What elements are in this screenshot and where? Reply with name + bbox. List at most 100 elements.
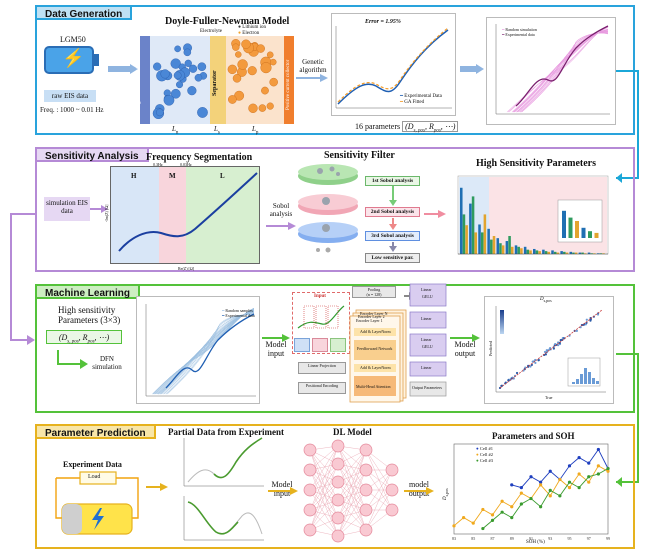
region-m — [159, 167, 186, 263]
hs-bar — [563, 251, 566, 254]
encoder-stack — [349, 309, 407, 403]
hs-bar — [487, 228, 490, 254]
hs-bar — [533, 248, 536, 254]
sim-line — [513, 29, 609, 113]
soh-point — [519, 491, 523, 495]
battery-terminal — [94, 54, 99, 66]
hs-bar — [469, 203, 472, 254]
nn-edge — [309, 499, 339, 531]
region-m-label: M — [169, 172, 176, 180]
sim-line — [521, 32, 609, 113]
anode-particle — [160, 69, 170, 79]
nn-edge — [309, 463, 339, 491]
nn-node — [303, 523, 317, 537]
soh-point — [471, 521, 475, 525]
soh-legend-1: ● Cell #1 — [476, 446, 493, 451]
sim-line — [519, 32, 609, 113]
hs-bar — [544, 251, 548, 254]
nn-node — [331, 511, 345, 525]
seg-ylabel: -Im(Z) [Ω] — [104, 204, 109, 222]
pred-xlabel: True — [545, 395, 553, 400]
linear-label-1: Linear — [421, 287, 432, 292]
seg-xlabel: Re(Z) [Ω] — [178, 266, 195, 271]
soh-point — [606, 469, 610, 473]
hs-inset-bar — [581, 227, 586, 238]
arrow-6 — [424, 210, 446, 218]
soh-point — [510, 483, 514, 487]
hs-bar — [569, 251, 573, 254]
hs-bar — [602, 253, 605, 254]
hs-bar — [523, 246, 527, 254]
pred-point — [534, 361, 537, 364]
soh-point — [539, 483, 543, 487]
addnorm-1: Add & LayerNorm — [360, 329, 391, 334]
cathode-particles — [226, 36, 284, 124]
pred-point — [589, 318, 592, 321]
hist-bar — [572, 382, 575, 384]
load-circuit — [55, 471, 139, 535]
soh-point — [548, 494, 552, 498]
ml-model-input: Model input — [265, 340, 287, 358]
fit-chart — [331, 13, 456, 116]
soh-point — [539, 480, 543, 484]
ml-sim-line — [161, 312, 255, 395]
connector-left-1 — [10, 213, 35, 345]
nn-edge — [309, 449, 339, 483]
sim-line — [509, 27, 609, 113]
nn-node — [385, 483, 399, 497]
nn-node — [359, 503, 373, 517]
anode-particle — [153, 62, 162, 71]
soh-x-tick: 83 — [452, 536, 456, 541]
ml-sim-line — [166, 314, 255, 395]
hs-bar — [596, 253, 600, 254]
hs-bar — [578, 252, 582, 254]
connector-right-2 — [616, 353, 639, 487]
hs-inset-bar — [594, 232, 599, 238]
legend-el: ● Electron — [238, 31, 260, 36]
hs-bar — [547, 251, 551, 254]
hs-bar — [471, 196, 475, 254]
hs-bar — [460, 187, 463, 254]
anode-particle — [194, 73, 203, 82]
ml-hs-params: High sensitivity Parameters (3×3) — [58, 305, 121, 325]
genetic-label: Genetic algorithm — [299, 58, 327, 74]
soh-point — [577, 486, 581, 490]
hs-bar — [492, 236, 496, 254]
panel-title-data-generation: Data Generation — [35, 5, 133, 20]
pred-point — [522, 369, 525, 372]
hs-bar — [483, 214, 487, 254]
nn-node — [359, 523, 373, 537]
hs-bar — [556, 252, 560, 254]
hist-bar — [592, 378, 595, 384]
pred-point — [596, 313, 600, 316]
hs-bar — [490, 239, 493, 254]
pred-point — [559, 339, 562, 342]
anode-particle — [187, 86, 197, 96]
nn-node — [303, 503, 317, 517]
soh-point — [500, 499, 504, 503]
pred-point — [545, 349, 548, 352]
cathode-particle — [232, 74, 242, 83]
arrow-12 — [404, 487, 434, 495]
sobol-label: Sobol analysis — [269, 202, 293, 218]
arrow-11 — [268, 487, 298, 495]
hs-bar — [551, 250, 554, 254]
hs-bar — [514, 245, 518, 254]
nn-edge — [337, 449, 367, 519]
battery-icon — [44, 46, 94, 74]
nn-edge — [309, 463, 339, 531]
nn-node — [359, 483, 373, 497]
connector-right-1 — [616, 70, 639, 183]
nn-edge — [337, 469, 367, 519]
ml-sim-line — [153, 308, 255, 395]
cathode-particle — [228, 95, 237, 104]
separator — [210, 36, 226, 124]
cathode-particle — [261, 86, 269, 95]
pred-point — [557, 344, 560, 347]
nn-edge — [337, 449, 367, 501]
partial-title: Partial Data from Experiment — [168, 427, 285, 437]
encoder-1-label: Encoder Layer 1 — [356, 318, 383, 323]
arrow-1 — [108, 64, 138, 74]
soh-point — [481, 507, 485, 512]
nn-edge — [365, 489, 393, 531]
